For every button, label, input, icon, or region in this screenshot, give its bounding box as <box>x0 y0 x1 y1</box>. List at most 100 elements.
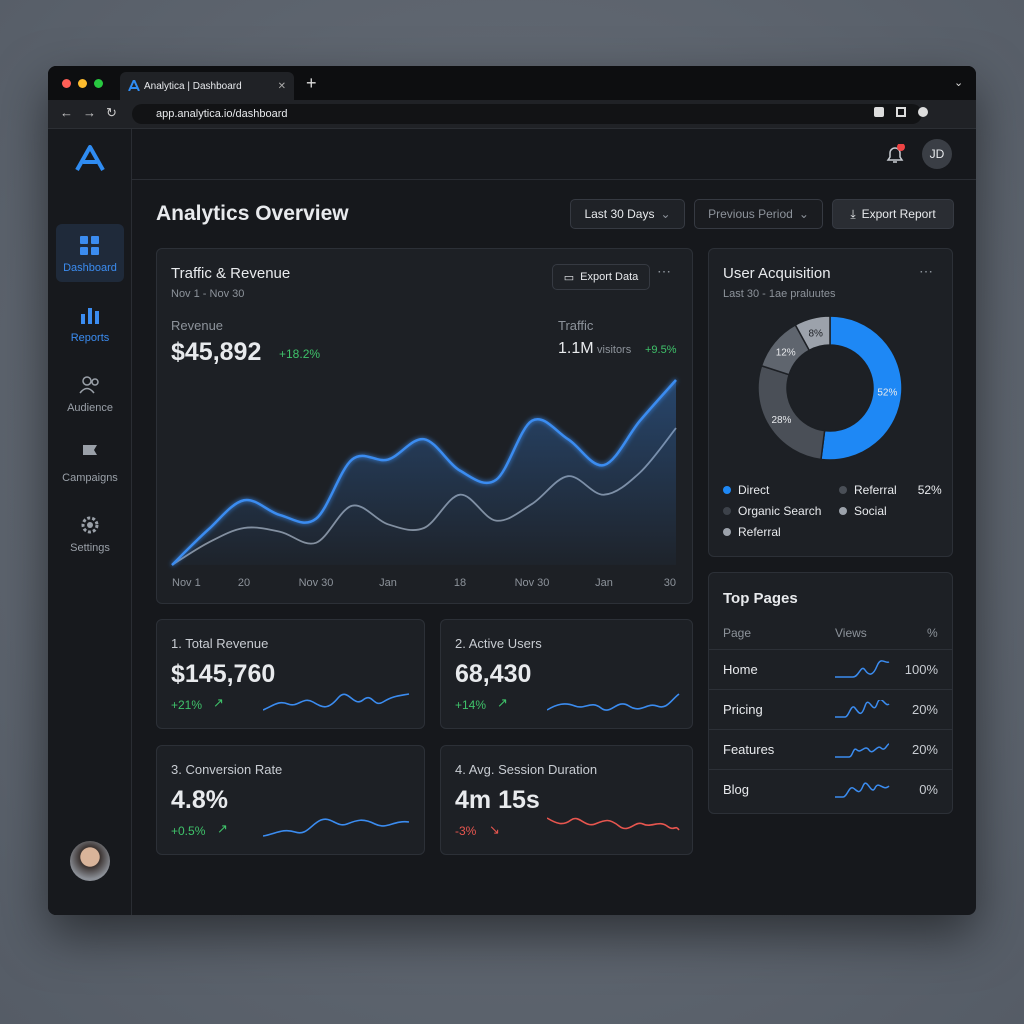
legend: Direct Referral 52% Organic Search Social Ref… <box>723 483 943 549</box>
legend-label: Organic Search <box>738 504 822 518</box>
nav-label: Campaigns <box>62 472 118 484</box>
legend-dot <box>839 486 847 494</box>
page-name: Blog <box>723 782 750 797</box>
page-percent: 20% <box>911 702 938 717</box>
legend-dot <box>723 486 731 494</box>
nav-icon <box>80 236 99 255</box>
page-percent: 0% <box>919 782 938 797</box>
card-subtitle: Nov 1 - Nov 30 <box>171 288 245 300</box>
card-title: User Acquisition <box>723 265 831 282</box>
legend-item[interactable]: Direct <box>723 483 769 497</box>
trend-arrow: ↗ <box>497 695 508 710</box>
nav-icon <box>79 376 99 394</box>
close-dot[interactable] <box>62 79 71 88</box>
kpi-card: 2. Active Users 68,430 +14% ↗ <box>440 619 693 729</box>
column-header: Views <box>835 626 867 640</box>
sidebar: Dashboard Reports Audience Campaigns Set… <box>48 129 132 915</box>
legend-dot <box>723 507 731 515</box>
nav-item[interactable]: Reports <box>56 294 124 352</box>
nav-item[interactable]: Settings <box>56 504 124 562</box>
card-title: Top Pages <box>723 590 798 607</box>
legend-item[interactable]: Social <box>839 504 887 518</box>
page-name: Pricing <box>723 702 763 717</box>
row-sparkline <box>835 700 890 718</box>
nav-item[interactable]: Audience <box>56 364 124 422</box>
tab-icon <box>128 80 140 91</box>
metric-change: +18.2% <box>279 347 321 361</box>
kpi-card: 4. Avg. Session Duration 4m 15s -3% ↘ <box>440 745 693 855</box>
min-dot[interactable] <box>78 79 87 88</box>
nav-icon <box>81 516 99 534</box>
kpi-change: +0.5% <box>171 824 206 838</box>
sparkline <box>263 818 410 837</box>
tab-title: Analytica | Dashboard <box>144 80 242 92</box>
nav-label: Dashboard <box>63 262 117 274</box>
legend-label: Referral <box>738 525 781 539</box>
legend-dot <box>723 528 731 536</box>
legend-item[interactable]: Referral 52% <box>839 483 942 497</box>
profile-icon[interactable] <box>918 107 928 117</box>
nav-icon <box>81 308 99 324</box>
table-row[interactable]: Features 20% <box>709 729 952 769</box>
export-label: Export Report <box>861 207 936 221</box>
tab[interactable]: Analytica | Dashboard ✕ <box>120 72 294 100</box>
url-bar[interactable]: app.analytica.io/dashboard <box>132 104 922 124</box>
tab-close[interactable]: ✕ <box>277 80 286 92</box>
page-name: Features <box>723 742 775 757</box>
kpi-card: 1. Total Revenue $145,760 +21% ↗ <box>156 619 425 729</box>
chevron: ⌄ <box>660 207 671 221</box>
toolbar: ←→↻ app.analytica.io/dashboard <box>48 100 976 129</box>
card-subtitle: Last 30 - 1ae praluutes <box>723 288 836 300</box>
kpi-title: 2. Active Users <box>455 636 542 651</box>
table-row[interactable]: Pricing 20% <box>709 689 952 729</box>
legend-label: Direct <box>738 483 770 497</box>
kpi-change: -3% <box>455 824 477 838</box>
legend-dot <box>839 507 847 515</box>
row-sparkline <box>835 743 890 758</box>
metric-value: $45,892 <box>171 338 262 366</box>
tab-menu[interactable]: ⌄ <box>954 77 964 89</box>
sparkline <box>547 693 680 711</box>
url: app.analytica.io/dashboard <box>156 108 288 120</box>
ext-icon[interactable] <box>874 107 884 117</box>
calendar-icon: ▭ <box>563 271 575 284</box>
nav-buttons[interactable]: ←→↻ <box>60 105 127 120</box>
user-avatar[interactable] <box>70 841 110 881</box>
ext-icon[interactable] <box>896 107 906 117</box>
legend-item[interactable]: Organic Search <box>723 504 821 518</box>
sparkline <box>263 693 410 711</box>
top-pages-card: Top Pages Page Views % Home 100% Pricing 2… <box>708 572 953 814</box>
export-data[interactable]: ▭ Export Data <box>552 264 650 290</box>
bell[interactable] <box>884 144 906 166</box>
chevron: ⌄ <box>798 207 809 221</box>
kpi-change: +21% <box>171 698 203 712</box>
date-filter[interactable]: Last 30 Days ⌄ <box>570 199 685 229</box>
browser-window: Analytica | Dashboard ✕ + ⌄ ←→↻ app.analy… <box>48 66 976 915</box>
table-row[interactable]: Home 100% <box>709 649 952 689</box>
row-sparkline <box>835 782 890 798</box>
new-tab[interactable]: + <box>306 73 317 93</box>
page-title: Analytics Overview <box>156 202 349 225</box>
nav-item[interactable]: Dashboard <box>56 224 124 282</box>
more-menu[interactable]: ⋯ <box>657 263 671 279</box>
kpi-card: 3. Conversion Rate 4.8% +0.5% ↗ <box>156 745 425 855</box>
extensions <box>874 107 964 121</box>
metric-label: Traffic <box>558 318 594 333</box>
divider <box>132 179 976 180</box>
max-dot[interactable] <box>94 79 103 88</box>
column-header: % <box>927 626 938 640</box>
logo[interactable] <box>75 145 105 171</box>
kpi-value: $145,760 <box>171 660 276 688</box>
page-name: Home <box>723 662 758 677</box>
more-menu[interactable]: ⋯ <box>919 263 933 279</box>
kpi-value: 4m 15s <box>455 786 540 814</box>
legend-label: Referral <box>854 483 897 497</box>
export-button[interactable]: ⤓ Export Report <box>832 199 954 229</box>
legend-item[interactable]: Referral <box>723 525 781 539</box>
row-sparkline <box>835 660 890 678</box>
compare-filter[interactable]: Previous Period ⌄ <box>694 199 823 229</box>
table-row[interactable]: Blog 0% <box>709 769 952 809</box>
avatar[interactable]: JD <box>922 139 952 169</box>
traffic-card: Traffic & Revenue Nov 1 - Nov 30 ▭ Export… <box>156 248 693 604</box>
nav-item[interactable]: Campaigns <box>56 434 124 492</box>
